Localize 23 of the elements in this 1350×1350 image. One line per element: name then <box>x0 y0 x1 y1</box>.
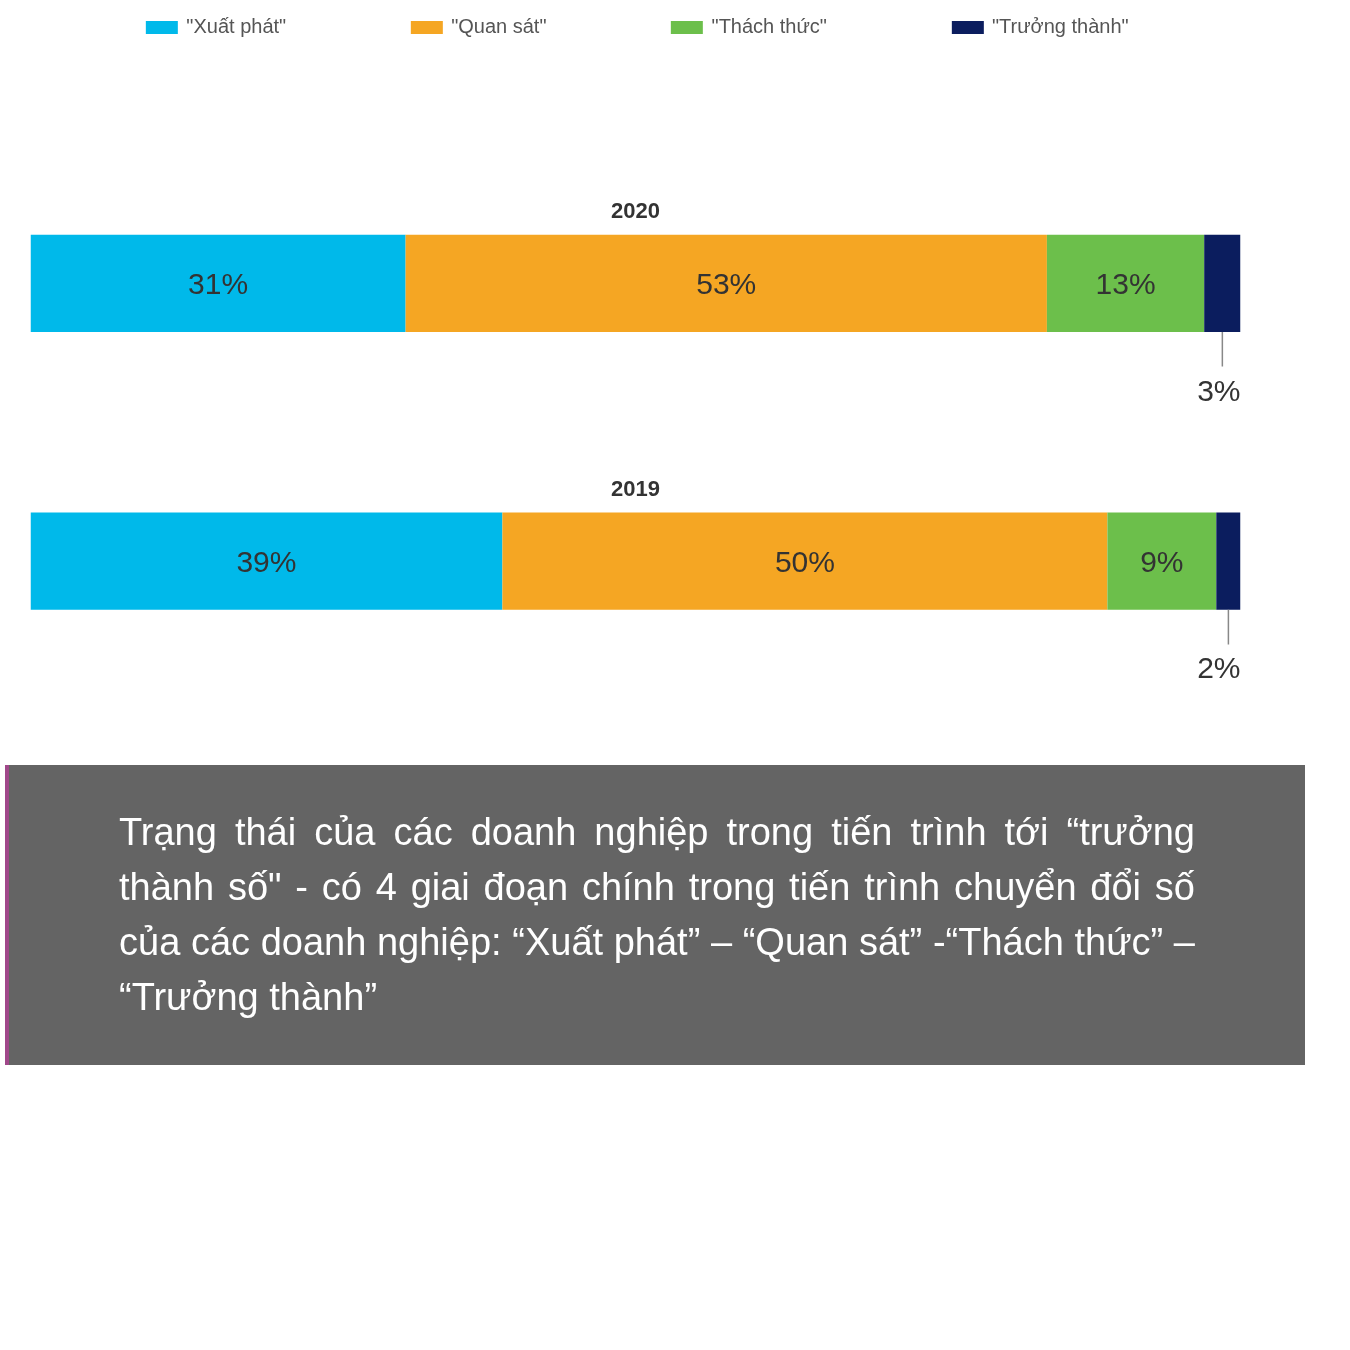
legend-label: "Xuất phát" <box>186 15 287 38</box>
bar <box>30 512 503 610</box>
legend-label: "Quan sát" <box>451 15 547 38</box>
data-label: 9% <box>1140 544 1184 578</box>
bar <box>502 512 1108 610</box>
data-label: 2% <box>1197 651 1241 685</box>
bar <box>1046 234 1205 332</box>
legend-label: "Thách thức" <box>711 15 827 38</box>
y-tick-label: 2020 <box>611 198 660 223</box>
data-label: 50% <box>774 544 835 578</box>
data-label: 3% <box>1197 373 1241 407</box>
bar <box>1204 234 1241 332</box>
bar <box>30 234 406 332</box>
bar <box>1216 512 1241 610</box>
y-tick-label: 2019 <box>611 475 660 501</box>
bar <box>1107 512 1217 610</box>
data-label: 53% <box>696 266 757 300</box>
data-label: 31% <box>188 266 249 300</box>
data-label: 13% <box>1095 266 1156 300</box>
data-label: 39% <box>236 544 297 578</box>
bar <box>405 234 1047 332</box>
text: Trạng thái của các doanh nghiệp trong tiến trình tới “trưởng thành số" - có 4 giai đoạn chính trong tiến trình chuyển đổi số của các doanh nghiệp: “Xuất phát” – “Quan sát” -“Thách thức” – “Trưởng thành” <box>119 810 1195 1021</box>
legend-label: "Trưởng thành" <box>991 15 1129 38</box>
